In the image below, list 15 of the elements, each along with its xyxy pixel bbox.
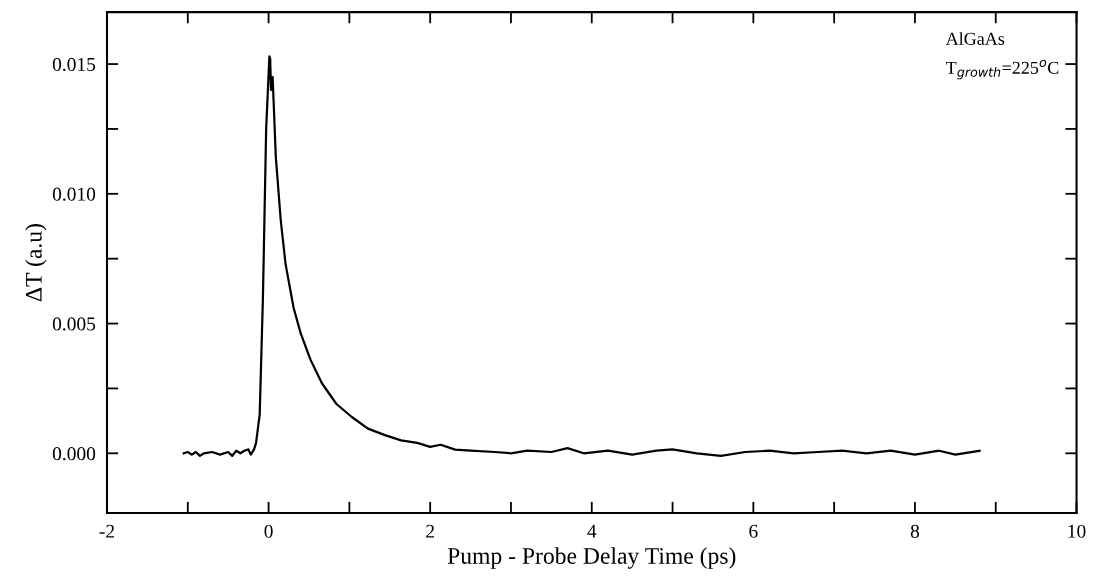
x-tick-label: 6	[749, 524, 758, 538]
annotation: T$_{growth}$=225$^{o}$C	[945, 59, 1059, 80]
y-tick-label: 0.000	[52, 447, 96, 461]
annotation: AlGaAs	[945, 32, 1005, 45]
x-tick-label: -2	[99, 524, 115, 538]
x-tick-label: 2	[426, 524, 434, 538]
x-tick-label: 10	[1068, 524, 1086, 538]
x-axis-title: Pump - Probe Delay Time (ps)	[447, 547, 736, 569]
x-tick-label: 8	[910, 524, 920, 538]
y-tick-label: 0.010	[52, 187, 96, 201]
y-tick-label: 0.015	[52, 57, 96, 72]
y-axis-title: ΔT (a.u)	[25, 224, 47, 302]
x-tick-label: 4	[587, 524, 597, 538]
y-tick-label: 0.005	[52, 317, 96, 331]
x-tick-label: 0	[264, 524, 273, 538]
